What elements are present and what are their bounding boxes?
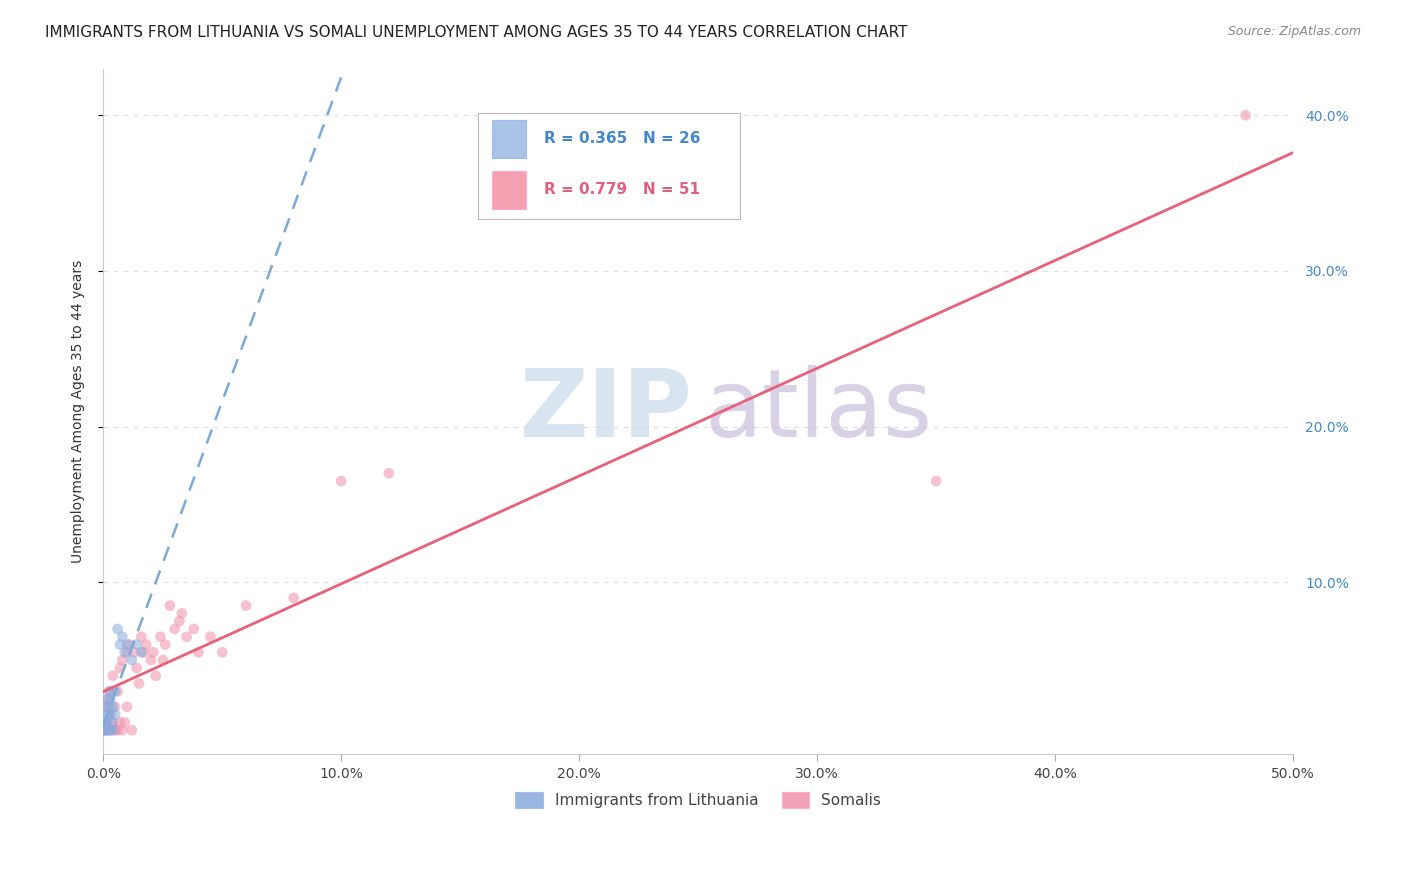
Y-axis label: Unemployment Among Ages 35 to 44 years: Unemployment Among Ages 35 to 44 years <box>72 260 86 563</box>
Point <box>98 684 121 698</box>
Point <box>100 715 122 730</box>
Point <box>100 684 122 698</box>
Point <box>152 653 174 667</box>
Point <box>111 630 134 644</box>
Point <box>98 699 121 714</box>
Point <box>149 630 172 644</box>
Point <box>125 661 148 675</box>
Point <box>96 715 118 730</box>
Point <box>101 723 124 738</box>
Point <box>163 622 186 636</box>
Text: ZIP: ZIP <box>519 365 692 457</box>
FancyBboxPatch shape <box>492 120 526 158</box>
Point <box>97 723 120 738</box>
Point <box>183 622 205 636</box>
Point <box>100 692 122 706</box>
Point <box>925 474 948 488</box>
Point <box>104 699 127 714</box>
Point <box>121 723 143 738</box>
Point <box>125 638 148 652</box>
Point <box>107 684 129 698</box>
Point <box>145 668 167 682</box>
Point <box>115 645 138 659</box>
Point <box>101 668 124 682</box>
Point <box>97 707 120 722</box>
Point <box>96 692 118 706</box>
Point <box>169 614 191 628</box>
Point <box>235 599 257 613</box>
Point <box>176 630 198 644</box>
Point <box>97 692 120 706</box>
Point <box>118 638 141 652</box>
Point <box>107 723 129 738</box>
Point <box>187 645 209 659</box>
Point <box>122 645 145 659</box>
Point <box>94 715 117 730</box>
Point <box>108 661 131 675</box>
Point <box>115 699 138 714</box>
Point <box>93 723 115 738</box>
Point <box>111 723 134 738</box>
Point <box>170 607 193 621</box>
Point <box>101 699 124 714</box>
Point <box>97 723 120 738</box>
Point <box>131 645 153 659</box>
Point <box>100 707 122 722</box>
FancyBboxPatch shape <box>492 171 526 209</box>
Text: Source: ZipAtlas.com: Source: ZipAtlas.com <box>1227 25 1361 38</box>
Point <box>100 723 122 738</box>
Text: IMMIGRANTS FROM LITHUANIA VS SOMALI UNEMPLOYMENT AMONG AGES 35 TO 44 YEARS CORRE: IMMIGRANTS FROM LITHUANIA VS SOMALI UNEM… <box>45 25 907 40</box>
Point <box>104 707 127 722</box>
Point <box>104 723 127 738</box>
Point <box>1234 108 1257 122</box>
Legend: Immigrants from Lithuania, Somalis: Immigrants from Lithuania, Somalis <box>509 786 887 814</box>
Text: atlas: atlas <box>704 365 932 457</box>
Point <box>153 638 176 652</box>
Text: R = 0.365   N = 26: R = 0.365 N = 26 <box>544 131 700 146</box>
Point <box>114 715 136 730</box>
Point <box>98 707 121 722</box>
Point <box>108 715 131 730</box>
Point <box>132 645 155 659</box>
Point <box>283 591 305 605</box>
Point <box>211 645 233 659</box>
Point <box>100 723 122 738</box>
FancyBboxPatch shape <box>478 113 740 219</box>
Point <box>131 630 153 644</box>
Point <box>378 467 401 481</box>
Point <box>94 699 117 714</box>
Point <box>114 645 136 659</box>
Point <box>96 715 118 730</box>
Point <box>104 684 127 698</box>
Point <box>128 676 150 690</box>
Point <box>330 474 353 488</box>
Point <box>121 653 143 667</box>
Point <box>93 723 115 738</box>
Point <box>94 699 117 714</box>
Point <box>108 638 131 652</box>
Text: R = 0.779   N = 51: R = 0.779 N = 51 <box>544 182 700 197</box>
Point <box>94 723 117 738</box>
Point <box>94 723 117 738</box>
Point <box>111 653 134 667</box>
Point <box>135 638 157 652</box>
Point <box>115 638 138 652</box>
Point <box>107 622 129 636</box>
Point <box>142 645 165 659</box>
Point <box>101 715 124 730</box>
Point <box>139 653 162 667</box>
Point <box>200 630 222 644</box>
Point <box>159 599 181 613</box>
